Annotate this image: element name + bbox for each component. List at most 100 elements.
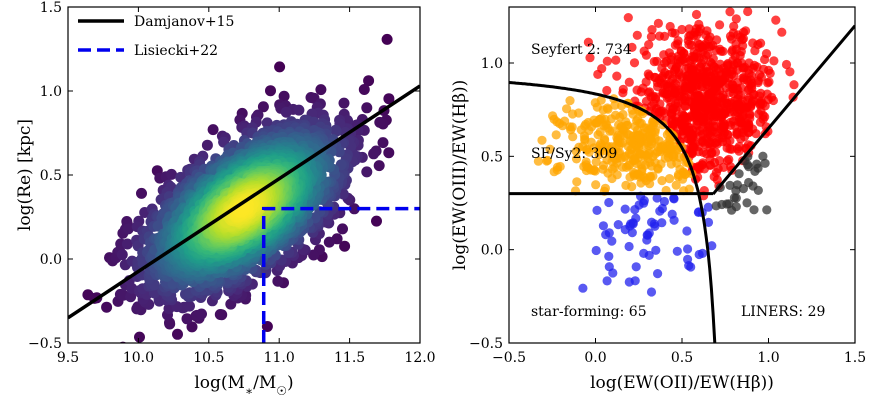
density-point: [214, 309, 226, 320]
annotation-star-forming: star-forming: 65: [531, 304, 647, 320]
class-point: [685, 112, 695, 122]
class-point: [763, 95, 773, 105]
density-point: [308, 249, 320, 261]
class-point: [697, 160, 708, 170]
class-point: [672, 145, 683, 155]
class-point: [551, 130, 561, 140]
class-point: [644, 228, 654, 238]
class-point: [694, 19, 704, 29]
class-point: [762, 205, 772, 215]
class-point: [643, 132, 653, 142]
class-point: [604, 197, 614, 208]
class-point: [639, 46, 649, 56]
class-point: [748, 96, 759, 106]
class-point: [562, 104, 572, 114]
left-y-axis-label: log(Re) [kpc]: [15, 119, 35, 231]
class-point: [758, 110, 768, 120]
class-point: [657, 106, 668, 116]
density-point: [152, 220, 164, 232]
class-point: [618, 109, 628, 120]
class-point: [589, 165, 599, 175]
class-point: [705, 57, 716, 67]
class-point: [691, 9, 702, 20]
class-point: [672, 91, 682, 101]
y-tick-label: 0.0: [40, 252, 62, 268]
class-point: [602, 56, 612, 66]
density-point: [358, 84, 370, 95]
legend-label-lisiecki: Lisiecki+22: [134, 43, 218, 59]
class-point: [611, 110, 621, 120]
class-point: [758, 151, 768, 161]
class-point: [621, 180, 631, 190]
class-point: [659, 50, 669, 60]
annotation-seyfert: Seyfert 2: 734: [531, 42, 632, 58]
class-point: [685, 84, 695, 94]
density-point: [315, 84, 327, 96]
annotation-sf-sy2: SF/Sy2: 309: [531, 146, 617, 162]
class-point: [657, 176, 667, 186]
class-point: [601, 230, 611, 240]
class-point: [611, 55, 621, 65]
class-point: [696, 74, 706, 84]
class-point: [582, 144, 592, 154]
class-point: [748, 38, 758, 48]
class-point: [703, 217, 714, 227]
class-point: [765, 68, 775, 78]
class-point: [755, 70, 765, 80]
class-point: [717, 112, 727, 122]
class-point: [785, 67, 795, 77]
class-point: [742, 198, 752, 208]
y-tick-label: −0.5: [28, 336, 62, 352]
class-point: [594, 150, 604, 160]
class-point: [537, 135, 547, 145]
class-point: [750, 46, 760, 56]
class-point: [649, 99, 659, 109]
density-point: [383, 147, 395, 159]
class-point: [764, 77, 774, 87]
class-point: [753, 163, 763, 173]
density-point: [166, 168, 177, 180]
class-point: [706, 41, 716, 51]
y-tick-label: −0.5: [469, 336, 503, 352]
x-tick-label: 0.0: [584, 350, 606, 366]
class-point: [598, 160, 609, 170]
class-point: [710, 121, 721, 131]
class-point: [717, 199, 727, 210]
class-point: [715, 20, 725, 30]
class-point: [647, 161, 657, 171]
class-point: [623, 13, 633, 23]
class-point: [749, 205, 759, 215]
class-point: [722, 143, 732, 153]
class-point: [647, 117, 658, 127]
class-point: [671, 180, 681, 190]
density-point: [339, 240, 351, 252]
y-tick-label: 1.5: [40, 0, 62, 16]
class-point: [694, 249, 704, 260]
class-point: [591, 118, 601, 128]
class-point: [590, 98, 600, 108]
class-point: [703, 129, 713, 139]
class-point: [629, 58, 640, 68]
left-x-axis-label: log(M∗/M☉): [194, 373, 293, 398]
class-point: [730, 121, 740, 131]
class-point: [571, 154, 582, 164]
class-point: [632, 30, 642, 40]
class-point: [705, 87, 715, 97]
class-point: [712, 35, 722, 45]
class-point: [731, 39, 741, 49]
density-point: [43, 315, 54, 326]
class-point: [624, 277, 634, 287]
class-point: [743, 160, 753, 170]
class-point: [733, 58, 743, 68]
class-point: [671, 117, 681, 127]
class-point: [660, 153, 670, 163]
lisiecki-line: [261, 206, 420, 343]
class-point: [574, 142, 584, 152]
density-point: [201, 139, 213, 151]
class-point: [604, 251, 614, 261]
class-point: [686, 30, 696, 40]
left-density-points: [43, 33, 395, 343]
class-point: [586, 137, 596, 147]
class-point: [644, 87, 655, 97]
density-point: [101, 301, 113, 313]
